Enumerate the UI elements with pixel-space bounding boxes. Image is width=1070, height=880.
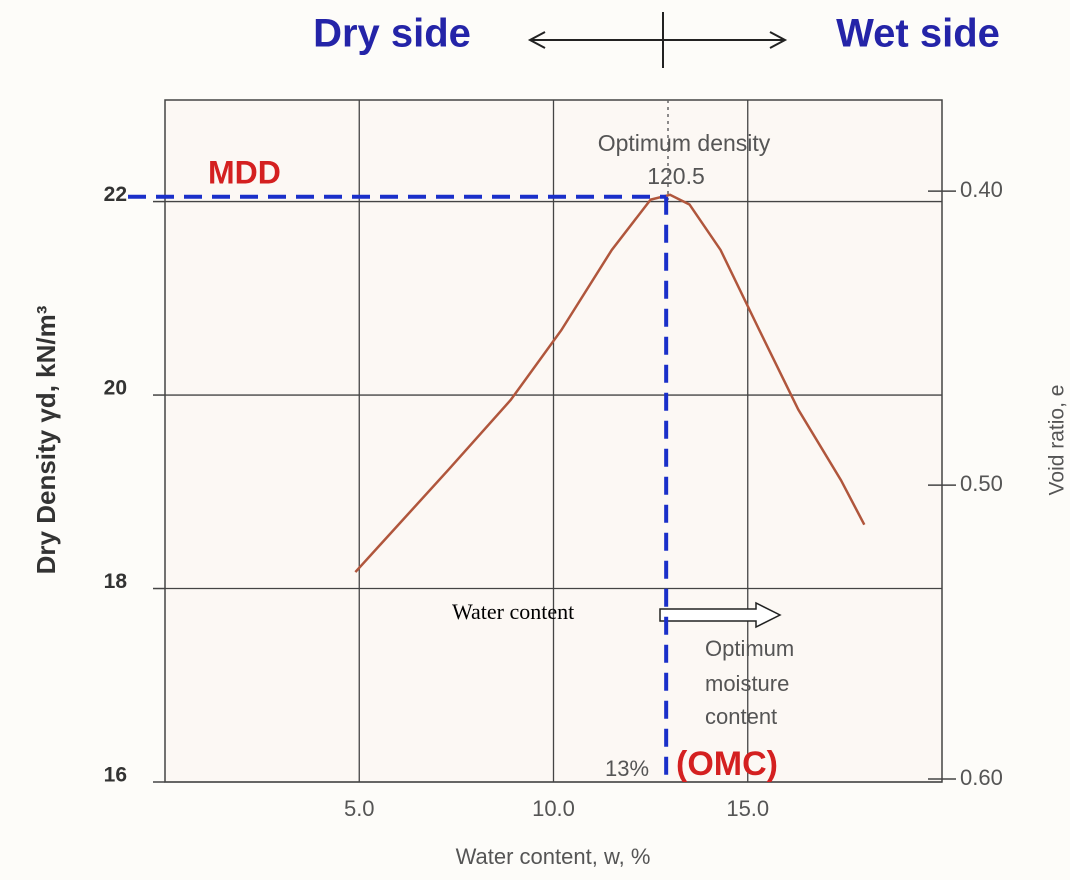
y2-tick-label: 0.50 <box>960 471 1003 496</box>
y-tick-label: 20 <box>104 377 127 400</box>
y2-tick-label: 0.60 <box>960 765 1003 790</box>
annotation: Water content <box>452 599 574 624</box>
arrow-head <box>769 31 788 49</box>
wet-side: Wet side <box>836 12 1000 56</box>
arrow-head <box>527 31 546 49</box>
y2-tick-label: 0.40 <box>960 177 1003 202</box>
annotation: Optimum density <box>598 130 771 156</box>
dry-side: Dry side <box>313 12 471 56</box>
annotation: moisture <box>705 671 789 696</box>
annotation: Optimum <box>705 636 794 661</box>
annotation: 13% <box>605 756 649 781</box>
x-tick-label: 10.0 <box>532 796 575 821</box>
omc-label: (OMC) <box>676 745 778 783</box>
x-axis-label: Water content, w, % <box>456 844 651 869</box>
y2-axis-label: Void ratio, e <box>1046 385 1069 496</box>
y-tick-label: 16 <box>104 764 127 787</box>
annotation: content <box>705 704 777 729</box>
annotation: 120.5 <box>647 163 705 189</box>
x-tick-label: 15.0 <box>726 796 769 821</box>
y-tick-label: 22 <box>104 183 127 206</box>
water-arrow <box>659 601 782 629</box>
y-tick-label: 18 <box>104 570 128 593</box>
mdd-label: MDD <box>208 154 281 190</box>
curve <box>354 193 866 573</box>
y-axis-label: Dry Density γd, kN/m³ <box>31 305 61 574</box>
x-tick-label: 5.0 <box>344 796 375 821</box>
